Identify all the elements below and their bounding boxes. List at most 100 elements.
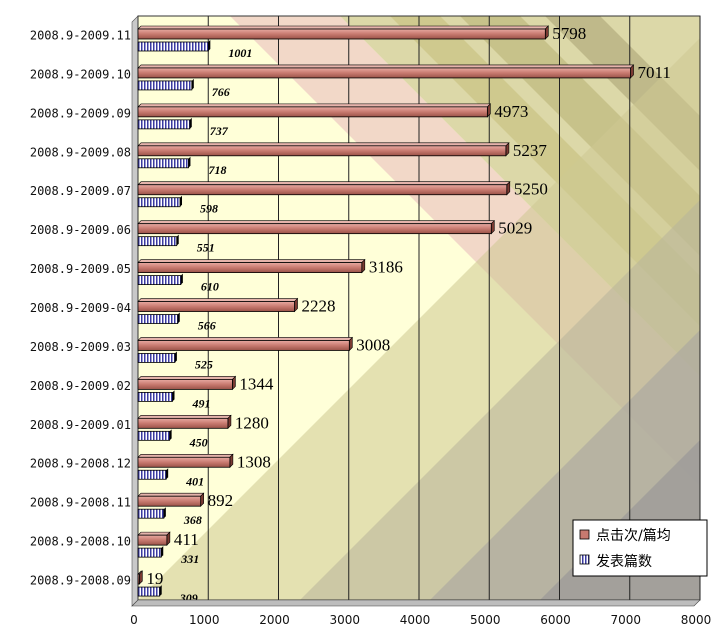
data-label-series-2: 766 [212, 85, 230, 99]
bar-series-1 [137, 262, 363, 274]
category-label: 2008.9-2009.02 [30, 379, 131, 393]
legend-label-series-1: 点击次/篇均 [596, 528, 671, 544]
bar-series-1 [137, 28, 546, 40]
bar-series-2 [137, 41, 209, 52]
bar-series-1 [137, 495, 202, 507]
bar-series-1-top [137, 298, 299, 302]
x-tick-label: 5000 [470, 613, 501, 627]
bar-series-1-top [137, 453, 234, 458]
category-label: 2008.9-2008.12 [30, 457, 131, 471]
category-label: 2008.9-2008.11 [30, 496, 131, 510]
data-label-series-1: 4973 [494, 102, 528, 121]
data-label-series-1: 1308 [237, 452, 271, 471]
data-label-series-1: 5029 [498, 219, 532, 238]
axis-wall [131, 15, 139, 607]
data-label-series-1: 5798 [552, 24, 586, 43]
bar-series-1 [137, 417, 229, 429]
data-label-series-1: 7011 [638, 63, 671, 82]
data-label-series-2: 737 [210, 124, 229, 138]
bar-series-2 [137, 80, 193, 91]
data-label-series-1: 411 [174, 530, 199, 549]
category-label: 2008.9-2009.10 [30, 67, 131, 81]
bar-series-1 [137, 573, 140, 585]
bar-series-2 [137, 469, 167, 480]
category-label: 2008.9-2009.06 [30, 223, 131, 237]
x-tick-label: 1000 [189, 613, 220, 627]
bar-series-1-top [137, 531, 171, 536]
data-label-series-2: 450 [189, 435, 208, 449]
bar-series-1 [137, 223, 492, 235]
x-tick-label: 6000 [540, 613, 571, 627]
bar-series-1 [137, 145, 507, 157]
bar-series-2-side [191, 78, 194, 90]
bar-series-2-side [208, 40, 211, 51]
x-tick-label: 3000 [329, 613, 360, 627]
bar-series-1-top [137, 376, 237, 380]
bar-series-1 [137, 534, 168, 546]
category-label: 2008.9-2009.01 [30, 418, 131, 432]
data-label-series-2: 566 [198, 319, 216, 333]
legend-swatch-series-1 [579, 529, 590, 540]
bar-series-1-top [137, 142, 510, 147]
data-label-series-1: 1344 [239, 374, 274, 393]
bar-series-2 [137, 236, 178, 247]
data-label-series-2: 491 [191, 396, 210, 410]
bar-series-2-side [161, 546, 164, 558]
bar-series-2-side [180, 195, 183, 207]
x-tick-label: 7000 [610, 613, 641, 627]
x-axis-floor [131, 599, 701, 607]
category-label: 2008.9-2008.10 [30, 535, 131, 549]
category-label: 2008.9-2009-04 [30, 301, 131, 315]
bar-series-1-top [137, 492, 205, 497]
data-label-series-2: 551 [197, 241, 215, 255]
bar-series-2-side [177, 312, 180, 324]
data-label-series-2: 368 [183, 513, 202, 527]
bar-series-1-top [137, 259, 366, 263]
category-label: 2008.9-2009.09 [30, 106, 131, 120]
bar-series-2-side [176, 234, 179, 246]
x-tick-label: 8000 [681, 613, 712, 627]
bar-series-2-side [159, 585, 162, 597]
bar-series-2 [137, 275, 182, 286]
bar-series-1 [137, 184, 508, 196]
data-label-series-2: 1001 [228, 46, 252, 60]
bar-series-2-side [180, 273, 183, 285]
data-label-series-1: 5250 [514, 180, 548, 199]
bar-series-1 [137, 106, 488, 118]
data-label-series-1: 892 [208, 491, 234, 510]
bar-series-2-side [169, 429, 172, 441]
bar-series-2 [137, 353, 176, 363]
legend-label-series-2: 发表篇数 [596, 554, 652, 570]
bar-series-1-top [137, 337, 354, 341]
bar-series-2 [137, 119, 191, 130]
category-label: 2008.9-2009.07 [30, 184, 131, 198]
x-axis-ticks: 0 1000 2000 3000 4000 5000 6000 7000 8000 [130, 613, 711, 627]
bar-series-1 [137, 378, 233, 390]
bar-series-1 [137, 456, 231, 468]
bar-series-2-side [174, 351, 177, 363]
category-label: 2008.9-2009.08 [30, 145, 131, 159]
bar-series-2-side [163, 507, 166, 519]
bar-series-2 [137, 158, 189, 169]
bar-series-2-side [172, 390, 175, 402]
category-label: 2008.9-2009.11 [30, 28, 131, 42]
bar-series-2 [137, 314, 179, 324]
bar-series-1-top [137, 103, 492, 108]
data-label-series-1: 2228 [302, 297, 336, 316]
bar-series-1-top [137, 415, 232, 419]
data-label-series-2: 598 [200, 202, 218, 216]
bar-series-2-side [188, 156, 191, 168]
bar-series-1 [137, 340, 350, 351]
bars [137, 25, 635, 597]
data-label-series-2: 525 [195, 357, 213, 371]
bar-series-2 [137, 547, 162, 558]
legend: 点击次/篇均 发表篇数 [572, 519, 708, 577]
data-label-series-2: 331 [180, 552, 199, 566]
bar-series-1-top [137, 25, 550, 30]
data-label-series-1: 5237 [513, 141, 548, 160]
data-label-series-2: 718 [208, 163, 226, 177]
data-label-series-2: 401 [185, 474, 204, 488]
bar-series-2 [137, 508, 165, 519]
